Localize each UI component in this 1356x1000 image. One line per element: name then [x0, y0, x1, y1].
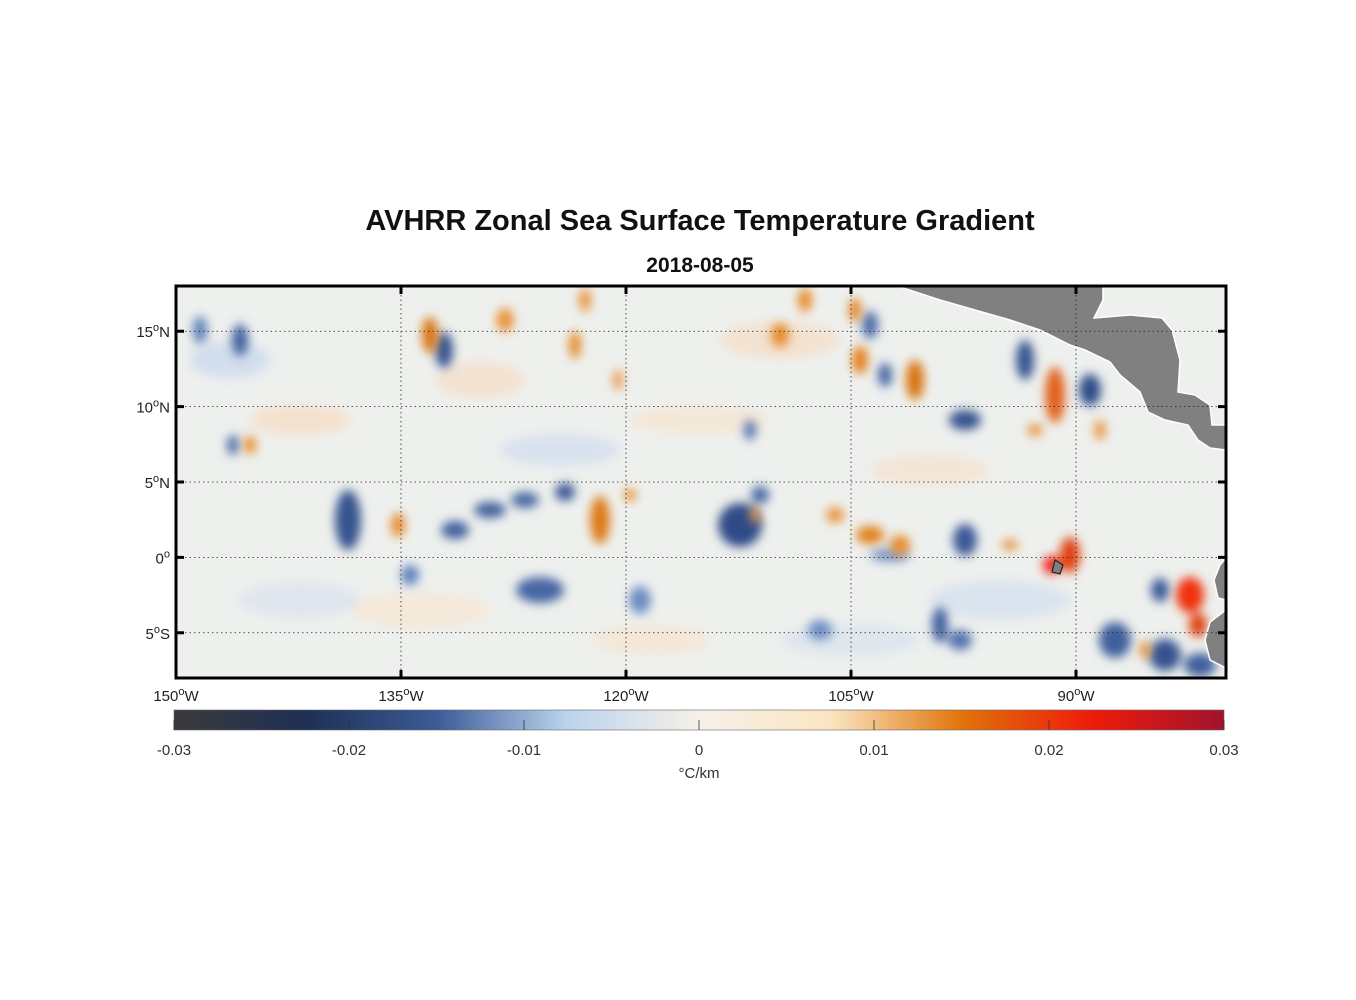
colorbar-tick-label: -0.01: [507, 742, 541, 759]
colorbar-tick-label: 0.02: [1034, 742, 1063, 759]
colorbar-unit-label: °C/km: [679, 765, 720, 782]
colorbar-tick-label: -0.02: [332, 742, 366, 759]
colorbar-ticks: -0.03 -0.02 -0.01 0 0.01 0.02 0.03: [157, 720, 1239, 759]
land-south-america: [1204, 556, 1226, 669]
lon-tick-label: 150oW: [153, 686, 199, 705]
colorbar-tick-label: -0.03: [157, 742, 191, 759]
lat-tick-label: 0o: [156, 548, 170, 567]
lon-tick-label: 120oW: [603, 686, 649, 705]
lon-tick-label: 135oW: [378, 686, 424, 705]
land-central-america: [896, 286, 1226, 451]
sst-gradient-field: [190, 286, 1226, 677]
lon-tick-label: 90oW: [1058, 686, 1096, 705]
map-ticks: 150oW 135oW 120oW 105oW 90oW 15oN 10oN 5oN 0o 5oS: [136, 286, 1226, 705]
lon-tick-label: 105oW: [828, 686, 874, 705]
chart-subtitle: 2018-08-05: [646, 254, 754, 277]
colorbar-tick-label: 0.03: [1209, 742, 1238, 759]
lat-tick-label: 5oN: [145, 473, 170, 492]
lat-tick-label: 5oS: [146, 624, 170, 643]
lat-tick-label: 15oN: [136, 322, 170, 341]
land-galapagos: [1051, 559, 1064, 575]
lat-tick-label: 10oN: [136, 398, 170, 417]
colorbar-tick-label: 0: [695, 742, 703, 759]
chart-title: AVHRR Zonal Sea Surface Temperature Grad…: [365, 205, 1035, 237]
colorbar-tick-label: 0.01: [859, 742, 888, 759]
